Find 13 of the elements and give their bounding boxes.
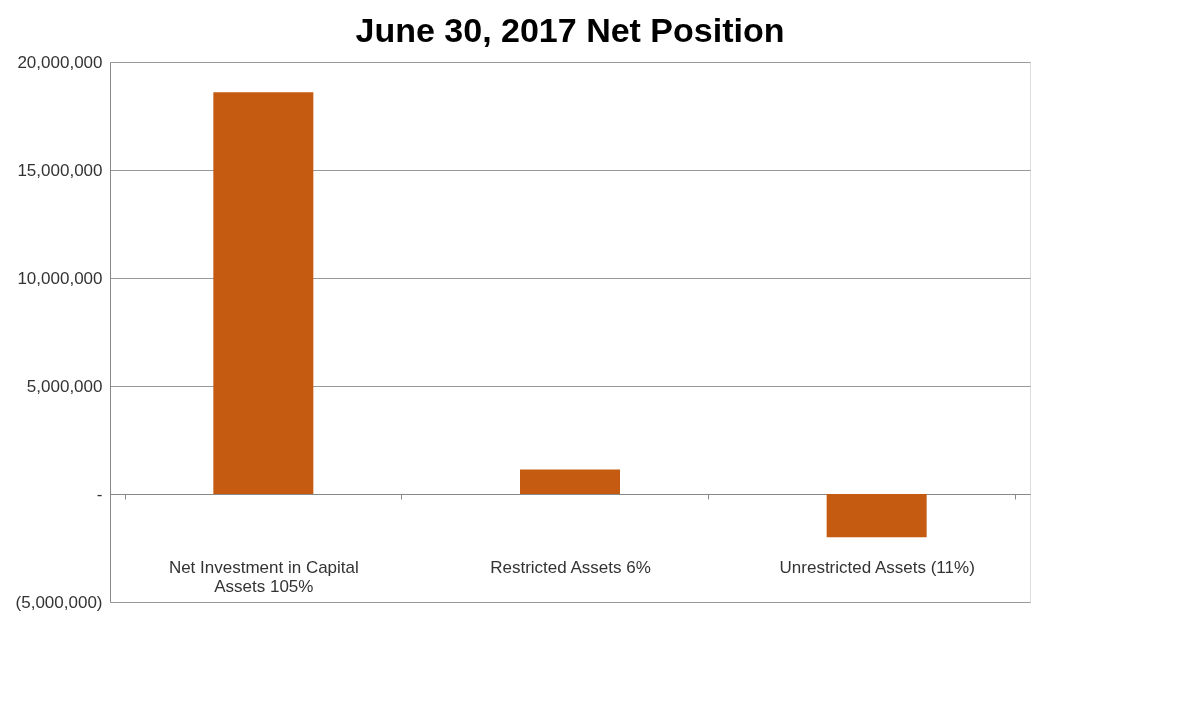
y-tick-label: 20,000,000 <box>17 52 103 72</box>
chart-title: June 30, 2017 Net Position <box>355 11 785 49</box>
x-tick-label: Restricted Assets 6% <box>490 557 651 577</box>
y-tick-label: 10,000,000 <box>17 268 103 288</box>
x-tick-label: Net Investment in Capital Assets 105% <box>168 557 359 596</box>
x-tick-label: Unrestricted Assets (11%) <box>779 557 975 577</box>
y-tick-label: 15,000,000 <box>17 160 103 180</box>
bar <box>213 92 314 494</box>
y-tick-label: - <box>96 484 103 504</box>
y-tick-label: (5,000,000) <box>15 592 103 612</box>
bar <box>826 494 927 538</box>
y-tick-label: 5,000,000 <box>26 376 103 396</box>
bar <box>520 469 620 494</box>
